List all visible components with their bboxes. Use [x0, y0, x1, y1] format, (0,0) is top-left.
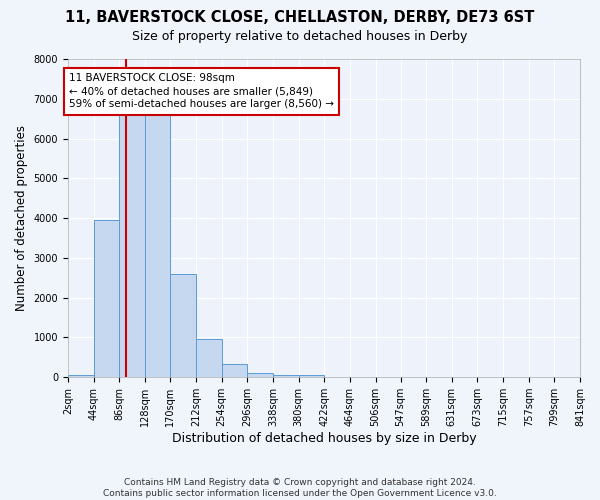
Bar [222, 364, 247, 377]
Text: 11 BAVERSTOCK CLOSE: 98sqm
← 40% of detached houses are smaller (5,849)
59% of s: 11 BAVERSTOCK CLOSE: 98sqm ← 40% of deta… [69, 73, 334, 110]
Bar [247, 373, 273, 377]
Bar [145, 114, 170, 377]
Bar [196, 340, 222, 377]
Bar [68, 375, 94, 377]
Text: Size of property relative to detached houses in Derby: Size of property relative to detached ho… [133, 30, 467, 43]
Text: Contains HM Land Registry data © Crown copyright and database right 2024.
Contai: Contains HM Land Registry data © Crown c… [103, 478, 497, 498]
Bar [119, 114, 145, 377]
X-axis label: Distribution of detached houses by size in Derby: Distribution of detached houses by size … [172, 432, 476, 445]
Bar [273, 375, 299, 377]
Y-axis label: Number of detached properties: Number of detached properties [15, 125, 28, 311]
Bar [299, 375, 324, 377]
Bar [94, 220, 119, 377]
Bar [170, 274, 196, 377]
Text: 11, BAVERSTOCK CLOSE, CHELLASTON, DERBY, DE73 6ST: 11, BAVERSTOCK CLOSE, CHELLASTON, DERBY,… [65, 10, 535, 25]
